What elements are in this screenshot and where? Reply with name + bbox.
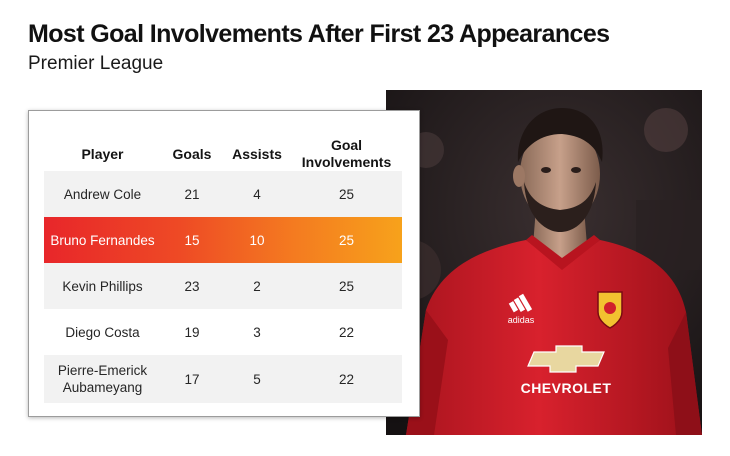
player-name: Pierre-Emerick Aubameyang: [57, 363, 148, 395]
goals-value: 17: [184, 371, 200, 387]
club-crest-icon: [597, 291, 623, 329]
page-title: Most Goal Involvements After First 23 Ap…: [28, 20, 610, 48]
goals-value: 23: [184, 278, 200, 294]
table-row: Kevin Phillips 23 2 25: [44, 263, 402, 309]
player-photo: adidas CHEVROLET: [386, 90, 702, 435]
column-header-player: Player: [81, 145, 124, 162]
table-row: Andrew Cole 21 4 25: [44, 171, 402, 217]
player-name: Kevin Phillips: [62, 278, 143, 294]
adidas-logo-icon: adidas: [508, 293, 535, 325]
assists-value: 5: [253, 371, 261, 387]
goals-value: 15: [184, 232, 200, 248]
player-name: Bruno Fernandes: [50, 232, 155, 248]
table-row-highlighted: Bruno Fernandes 15 10 25: [44, 217, 402, 263]
assists-value: 2: [253, 278, 261, 294]
kit-brand-label: adidas: [508, 315, 535, 325]
assists-value: 3: [253, 324, 261, 340]
column-header-goals: Goals: [172, 145, 212, 162]
player-name: Andrew Cole: [63, 186, 142, 202]
goal-involvements-value: 25: [338, 232, 355, 248]
table-row: Diego Costa 19 3 22: [44, 309, 402, 355]
stats-table: Player Goals Assists Goal Involvements A…: [28, 110, 420, 417]
goal-involvements-value: 25: [338, 278, 355, 294]
player-name: Diego Costa: [65, 324, 140, 340]
assists-value: 10: [249, 232, 265, 248]
goal-involvements-value: 25: [338, 186, 355, 202]
assists-value: 4: [253, 186, 261, 202]
page-subtitle: Premier League: [28, 53, 164, 74]
goals-value: 21: [184, 186, 200, 202]
goals-value: 19: [184, 324, 200, 340]
goal-involvements-value: 22: [338, 324, 355, 340]
chevrolet-bowtie-icon: [527, 345, 605, 373]
goal-involvements-value: 22: [338, 371, 355, 387]
table-row: Pierre-Emerick Aubameyang 17 5 22: [44, 355, 402, 403]
column-header-assists: Assists: [232, 145, 282, 162]
shirt-sponsor-label: CHEVROLET: [521, 380, 612, 396]
column-header-goal-involvements: Goal Involvements: [301, 137, 392, 170]
